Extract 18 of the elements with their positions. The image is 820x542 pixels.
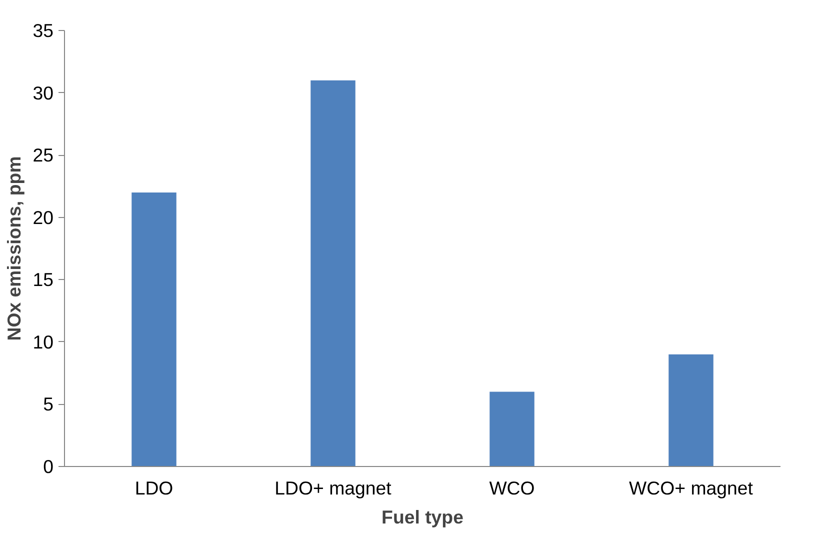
bar bbox=[132, 192, 176, 466]
bar bbox=[490, 392, 534, 466]
x-tick-label: LDO bbox=[134, 478, 174, 498]
y-tick-label: 15 bbox=[32, 269, 54, 290]
y-tick-label: 25 bbox=[32, 144, 54, 166]
bar bbox=[310, 80, 356, 466]
y-tick-label: 35 bbox=[32, 20, 54, 41]
x-axis-title: Fuel type bbox=[382, 506, 464, 528]
x-tick-label: WCO bbox=[489, 478, 535, 498]
x-tick-label: LDO+ magnet bbox=[274, 478, 392, 498]
bar bbox=[668, 354, 714, 466]
y-tick-label: 10 bbox=[32, 331, 54, 352]
y-tick-label: 0 bbox=[43, 456, 54, 477]
x-tick-label: WCO+ magnet bbox=[629, 478, 754, 498]
y-tick-label: 30 bbox=[32, 82, 54, 104]
y-tick-label: 20 bbox=[32, 206, 54, 228]
y-tick-label: 5 bbox=[43, 394, 54, 415]
y-axis-title: NOx emissions, ppm bbox=[4, 156, 25, 341]
